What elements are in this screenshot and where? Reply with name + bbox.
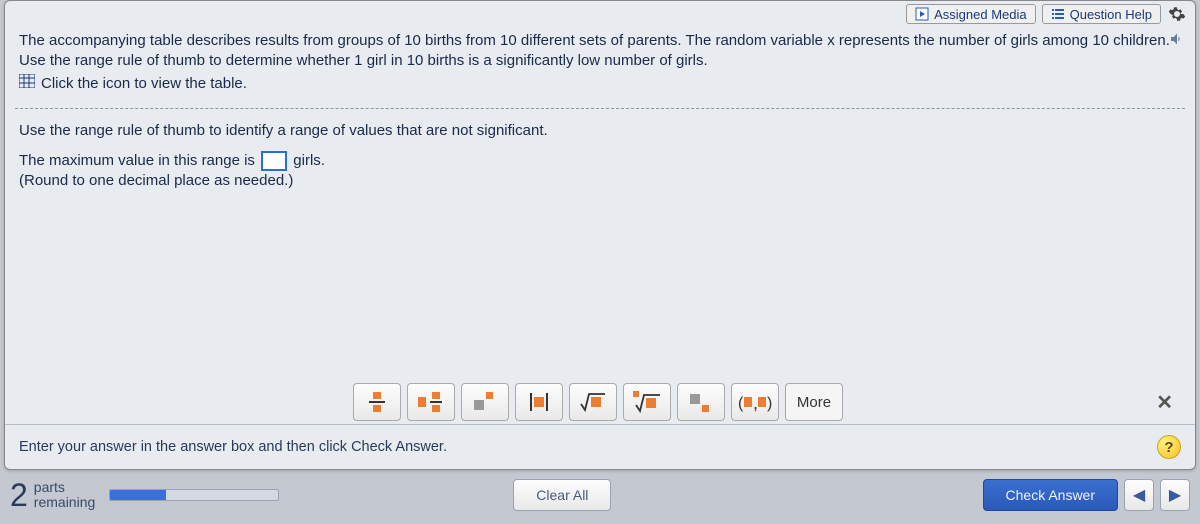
next-arrow-button[interactable]: ▶: [1160, 479, 1190, 511]
question-help-label: Question Help: [1070, 7, 1152, 22]
play-icon: [915, 7, 929, 21]
assigned-media-button[interactable]: Assigned Media: [906, 4, 1036, 24]
question-help-button[interactable]: Question Help: [1042, 4, 1161, 24]
answer-line: The maximum value in this range is girls…: [19, 151, 1181, 171]
instruction-text: Enter your answer in the answer box and …: [19, 439, 447, 455]
instruction-bar: Enter your answer in the answer box and …: [5, 424, 1195, 469]
parts-label-top: parts: [34, 480, 95, 495]
rounding-note: (Round to one decimal place as needed.): [19, 171, 1181, 191]
svg-text:,: ,: [753, 393, 758, 412]
view-table-link[interactable]: Click the icon to view the table.: [19, 74, 1181, 94]
fraction-button[interactable]: [353, 383, 401, 421]
table-link-text: Click the icon to view the table.: [41, 74, 247, 94]
math-toolbar: (,) More ✕: [5, 377, 1195, 427]
clear-all-button[interactable]: Clear All: [513, 479, 611, 511]
help-icon[interactable]: ?: [1157, 435, 1181, 459]
progress-bar: [109, 489, 279, 501]
close-toolbar-icon[interactable]: ✕: [1146, 386, 1183, 419]
question-panel: Assigned Media Question Help The accompa…: [4, 0, 1196, 470]
parts-label-bottom: remaining: [34, 495, 95, 510]
svg-text:(: (: [738, 395, 744, 412]
assigned-media-label: Assigned Media: [934, 7, 1027, 22]
answer-post: girls.: [293, 152, 325, 169]
table-icon: [19, 74, 35, 94]
nth-root-button[interactable]: [623, 383, 671, 421]
question-intro: The accompanying table describes results…: [19, 31, 1181, 72]
answer-pre: The maximum value in this range is: [19, 152, 259, 169]
answer-input[interactable]: [261, 151, 287, 171]
question-prompt-area: Use the range rule of thumb to identify …: [5, 117, 1195, 200]
svg-text:): ): [767, 395, 772, 412]
list-icon: [1051, 7, 1065, 21]
check-answer-button[interactable]: Check Answer: [983, 479, 1118, 511]
exponent-button[interactable]: [461, 383, 509, 421]
progress-fill: [110, 490, 165, 500]
abs-button[interactable]: [515, 383, 563, 421]
subscript-button[interactable]: [677, 383, 725, 421]
sqrt-button[interactable]: [569, 383, 617, 421]
mixed-fraction-button[interactable]: [407, 383, 455, 421]
parts-count: 2: [10, 477, 28, 514]
audio-icon[interactable]: [1169, 31, 1185, 52]
parts-remaining: 2 parts remaining: [10, 477, 95, 514]
gear-icon[interactable]: [1167, 4, 1187, 24]
prev-arrow-button[interactable]: ◀: [1124, 479, 1154, 511]
more-button[interactable]: More: [785, 383, 843, 421]
footer: 2 parts remaining Clear All Check Answer…: [0, 470, 1200, 520]
question-prompt: Use the range rule of thumb to identify …: [19, 121, 1181, 141]
tuple-button[interactable]: (,): [731, 383, 779, 421]
divider: [15, 108, 1185, 109]
question-body: The accompanying table describes results…: [5, 27, 1195, 102]
top-bar: Assigned Media Question Help: [5, 1, 1195, 27]
